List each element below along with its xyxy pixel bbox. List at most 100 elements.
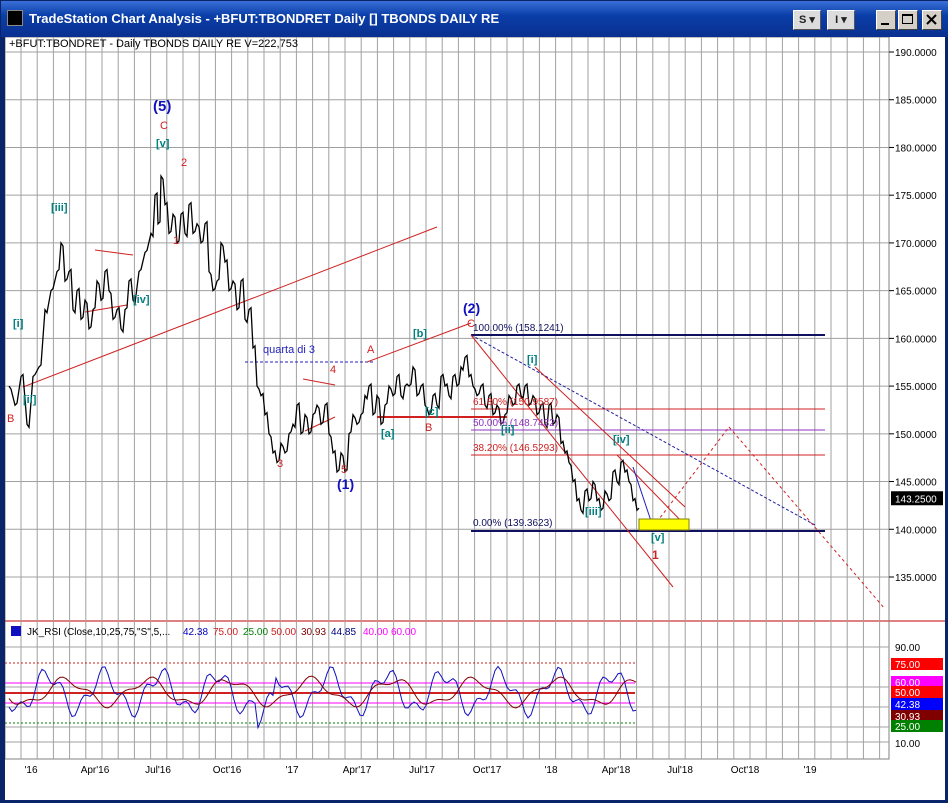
rsi-badge: [891, 686, 943, 698]
wave-b-teal-label: [b]: [413, 328, 427, 340]
last-price-box: [891, 491, 943, 506]
rsi-badge-label: 60.00: [895, 678, 920, 689]
rsi-header-value: 60.00: [391, 627, 416, 638]
y-tick-label: 170.0000: [895, 239, 937, 250]
x-axis-label: Jul'17: [409, 765, 435, 776]
wave-c2-label: C: [467, 318, 475, 330]
long-trendline: [22, 226, 438, 388]
wave-v2-label: [v]: [651, 532, 665, 544]
rsi-signal-line: [8, 675, 637, 709]
wave-4-label: 4: [330, 364, 336, 376]
projection-up: [652, 426, 730, 528]
y-tick-label: 155.0000: [895, 382, 937, 393]
rsi-tick-label: 10.00: [895, 739, 920, 750]
rsi-badge-label: 42.38: [895, 700, 920, 711]
wave-3-label: 3: [277, 458, 283, 470]
x-axis-label: Jul'16: [145, 765, 171, 776]
wave-v-label: [v]: [156, 138, 170, 150]
wave-i-label: [i]: [13, 318, 24, 330]
fib-label: 38.20% (146.5293): [473, 443, 558, 454]
time-axis: '16 Apr'16 Jul'16 Oct'16 '17 Apr'17 Jul'17 Oct'…: [24, 765, 816, 776]
close-icon: [926, 14, 937, 25]
wave-ii2-label: [ii]: [501, 424, 515, 436]
rsi-header-value: 42.38: [183, 627, 208, 638]
target-box: [638, 518, 690, 531]
triangle-bottom: [84, 304, 128, 313]
wave-a-label: A: [367, 344, 375, 356]
chart-canvas[interactable]: +BFUT:TBONDRET - Daily TBONDS DAILY RE V…: [5, 37, 945, 800]
title-bar: TradeStation Chart Analysis - +BFUT:TBON…: [1, 1, 948, 37]
rsi-badge: [891, 710, 943, 722]
rsi-badge: [891, 676, 943, 688]
y-tick-label: 160.0000: [895, 334, 937, 345]
close-button[interactable]: [922, 10, 942, 30]
wave-5-label: (5): [153, 98, 171, 115]
wave-b-left-label: B: [7, 413, 14, 425]
fib-label: 50.00% (148.7432): [473, 418, 558, 429]
maximize-icon: [902, 14, 913, 24]
rsi-badge: [891, 720, 943, 732]
fib-label: 0.00% (139.3623): [473, 518, 553, 529]
x-axis-label: '19: [803, 765, 816, 776]
symbol-menu-button[interactable]: S ▾: [793, 10, 821, 30]
price-series: [8, 174, 640, 516]
down-channel-outer: [470, 334, 674, 588]
projection-down: [728, 426, 886, 610]
price-line: [8, 174, 640, 516]
y-tick-label: 145.0000: [895, 478, 937, 489]
wave-2-big-label: (2): [463, 300, 480, 316]
last-price-label: 143.2500: [895, 494, 937, 505]
maximize-button[interactable]: [898, 10, 918, 30]
rsi-header-value: 30.93: [301, 627, 326, 638]
x-axis-label: '18: [544, 765, 557, 776]
fib-label: 100.00% (158.1241): [473, 323, 564, 334]
minimize-button[interactable]: [876, 10, 896, 30]
wedge-top: [302, 378, 336, 386]
wave-i2-label: [i]: [527, 354, 538, 366]
x-axis-label: Apr'17: [343, 765, 372, 776]
x-axis-label: Apr'18: [602, 765, 631, 776]
triangle-top: [94, 249, 134, 256]
y-tick-label: 135.0000: [895, 573, 937, 584]
down-channel-inner: [534, 366, 686, 508]
price-panel-header: +BFUT:TBONDRET - Daily TBONDS DAILY RE V…: [9, 38, 298, 50]
wave-c-teal-label: [c]: [425, 406, 439, 418]
y-tick-label: 150.0000: [895, 430, 937, 441]
projection-blue: [632, 466, 654, 528]
chart-area[interactable]: +BFUT:TBONDRET - Daily TBONDS DAILY RE V…: [5, 37, 945, 800]
rsi-badge: [891, 658, 943, 670]
y-tick-label: 165.0000: [895, 287, 937, 298]
rsi-color-swatch: [11, 626, 21, 636]
price-panel: [5, 37, 890, 622]
price-axis: 190.0000 185.0000 180.0000 175.0000 170.0000…: [889, 48, 943, 750]
x-axis-label: Jul'18: [667, 765, 693, 776]
grid: [5, 37, 889, 759]
x-axis-label: Oct'16: [213, 765, 242, 776]
rsi-header-value: 25.00: [243, 627, 268, 638]
rsi-header-value: JK_RSI (Close,10,25,75,"S",5,...: [27, 627, 170, 638]
wave-iii2-label: [iii]: [585, 506, 602, 518]
wave-1-label: 1: [173, 235, 179, 247]
rsi-badge-label: 75.00: [895, 660, 920, 671]
wave-iv-label: [iv]: [133, 294, 150, 306]
rsi-tick-label: 90.00: [895, 643, 920, 654]
wave-iii-label: [iii]: [51, 202, 68, 214]
minimize-icon: [881, 23, 889, 25]
fib-label: 61.80% (150.9587): [473, 397, 558, 408]
indicator-menu-button[interactable]: I ▾: [827, 10, 855, 30]
wedge-bottom: [304, 416, 336, 432]
rsi-panel: [5, 620, 890, 760]
y-tick-label: 185.0000: [895, 96, 937, 107]
rsi-badge-label: 30.93: [895, 712, 920, 723]
y-tick-label: 180.0000: [895, 143, 937, 154]
wave-1-big-label: (1): [337, 476, 354, 492]
wave-a-teal-label: [a]: [381, 428, 395, 440]
wave-b-red-label: B: [425, 422, 432, 434]
app-icon: [7, 10, 23, 26]
rsi-header-value: 50.00: [271, 627, 296, 638]
wave-ii-label: [ii]: [23, 394, 37, 406]
x-axis-label: '17: [285, 765, 298, 776]
dashed-blue-trend: [470, 334, 816, 526]
rsi-badge-label: 25.00: [895, 722, 920, 733]
